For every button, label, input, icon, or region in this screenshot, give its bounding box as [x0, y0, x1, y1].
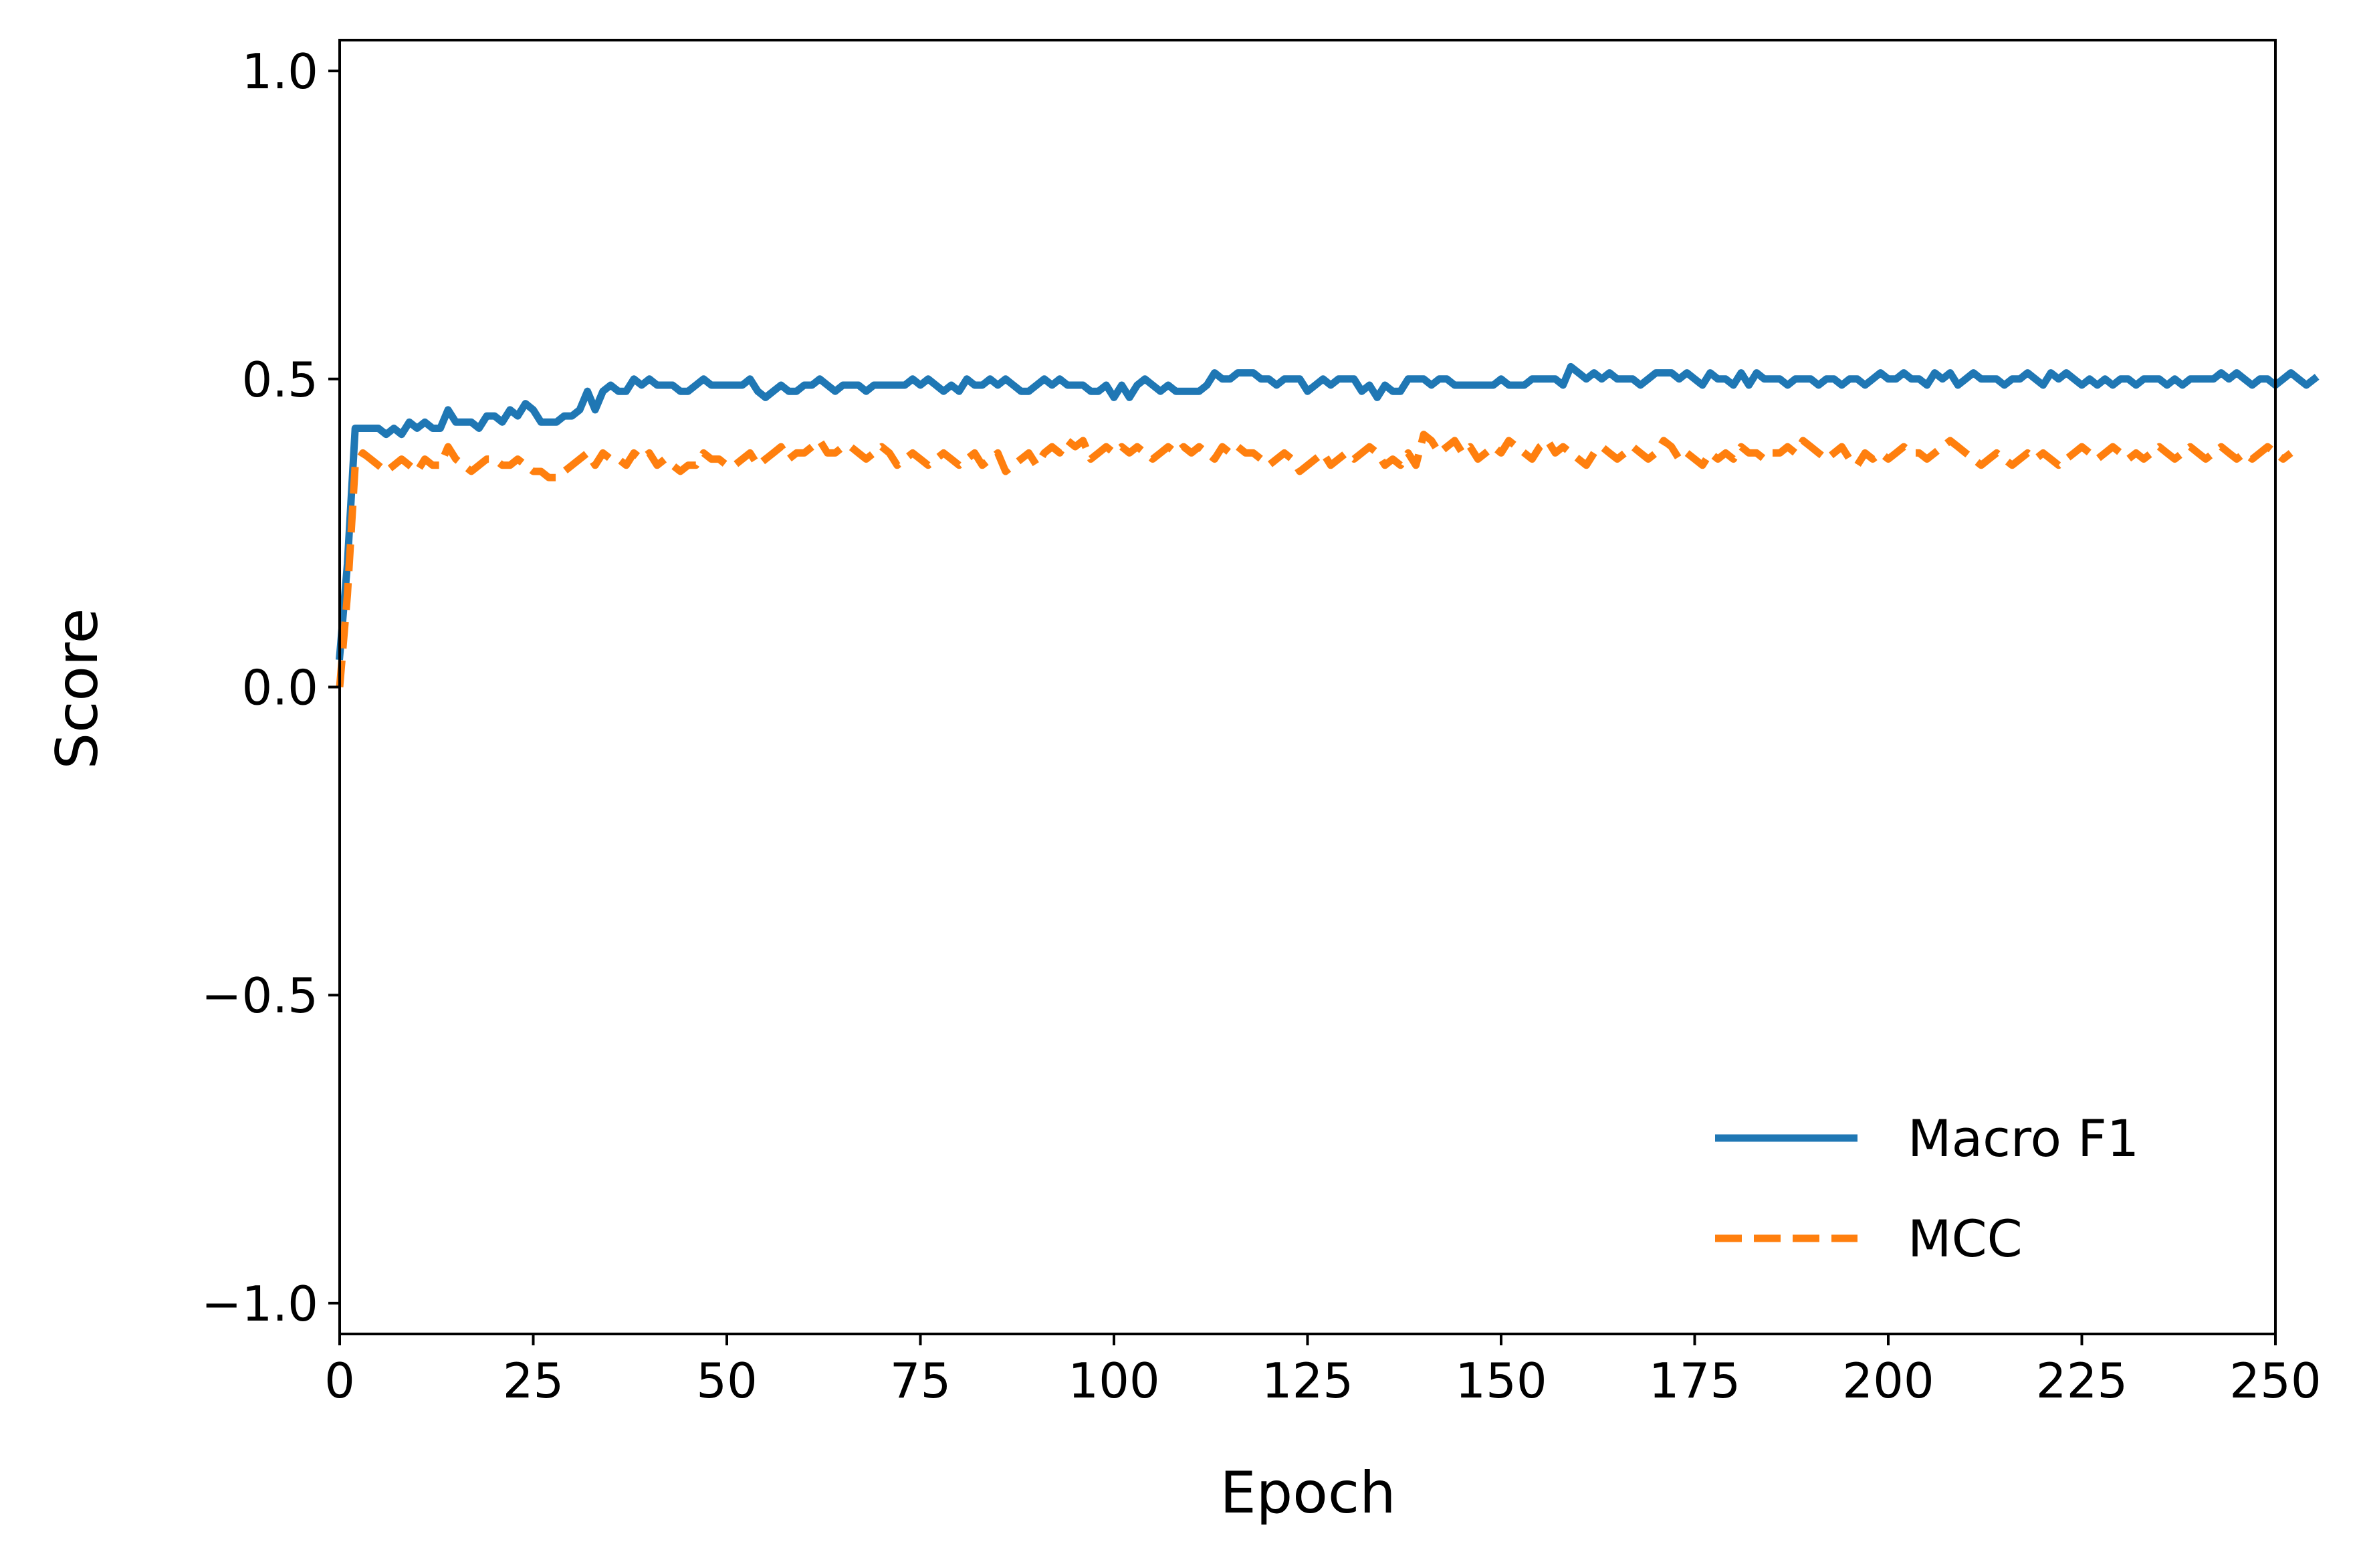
series-line-0 [336, 362, 2320, 661]
x-tick-label: 125 [1262, 1353, 1353, 1409]
x-tick-label: 25 [503, 1353, 564, 1409]
x-tick-label: 0 [324, 1353, 355, 1409]
legend-label-0: Macro F1 [1908, 1109, 2139, 1168]
y-axis-ticks: −1.0 −0.5 0.0 0.5 1.0 [201, 43, 340, 1332]
series-line-1 [336, 431, 2293, 687]
y-axis-label: Score [44, 608, 111, 770]
x-tick-label: 225 [2036, 1353, 2128, 1409]
y-tick-label: 0.0 [241, 660, 318, 716]
x-tick-label: 75 [890, 1353, 951, 1409]
legend-label-1: MCC [1908, 1209, 2023, 1268]
legend: Macro F1 MCC [1715, 1109, 2139, 1268]
x-tick-label: 150 [1455, 1353, 1547, 1409]
x-tick-label: 175 [1649, 1353, 1740, 1409]
plot-lines [336, 362, 2320, 687]
x-axis-ticks: 0 25 50 75 100 125 150 175 200 225 250 [324, 1334, 2322, 1409]
y-tick-label: 0.5 [241, 352, 318, 408]
x-tick-label: 250 [2229, 1353, 2321, 1409]
x-tick-label: 200 [1842, 1353, 1934, 1409]
x-axis-label: Epoch [1220, 1460, 1395, 1527]
y-tick-label: −0.5 [201, 968, 318, 1024]
y-tick-label: −1.0 [201, 1276, 318, 1332]
x-tick-label: 50 [696, 1353, 758, 1409]
x-tick-label: 100 [1068, 1353, 1159, 1409]
y-tick-label: 1.0 [241, 43, 318, 100]
